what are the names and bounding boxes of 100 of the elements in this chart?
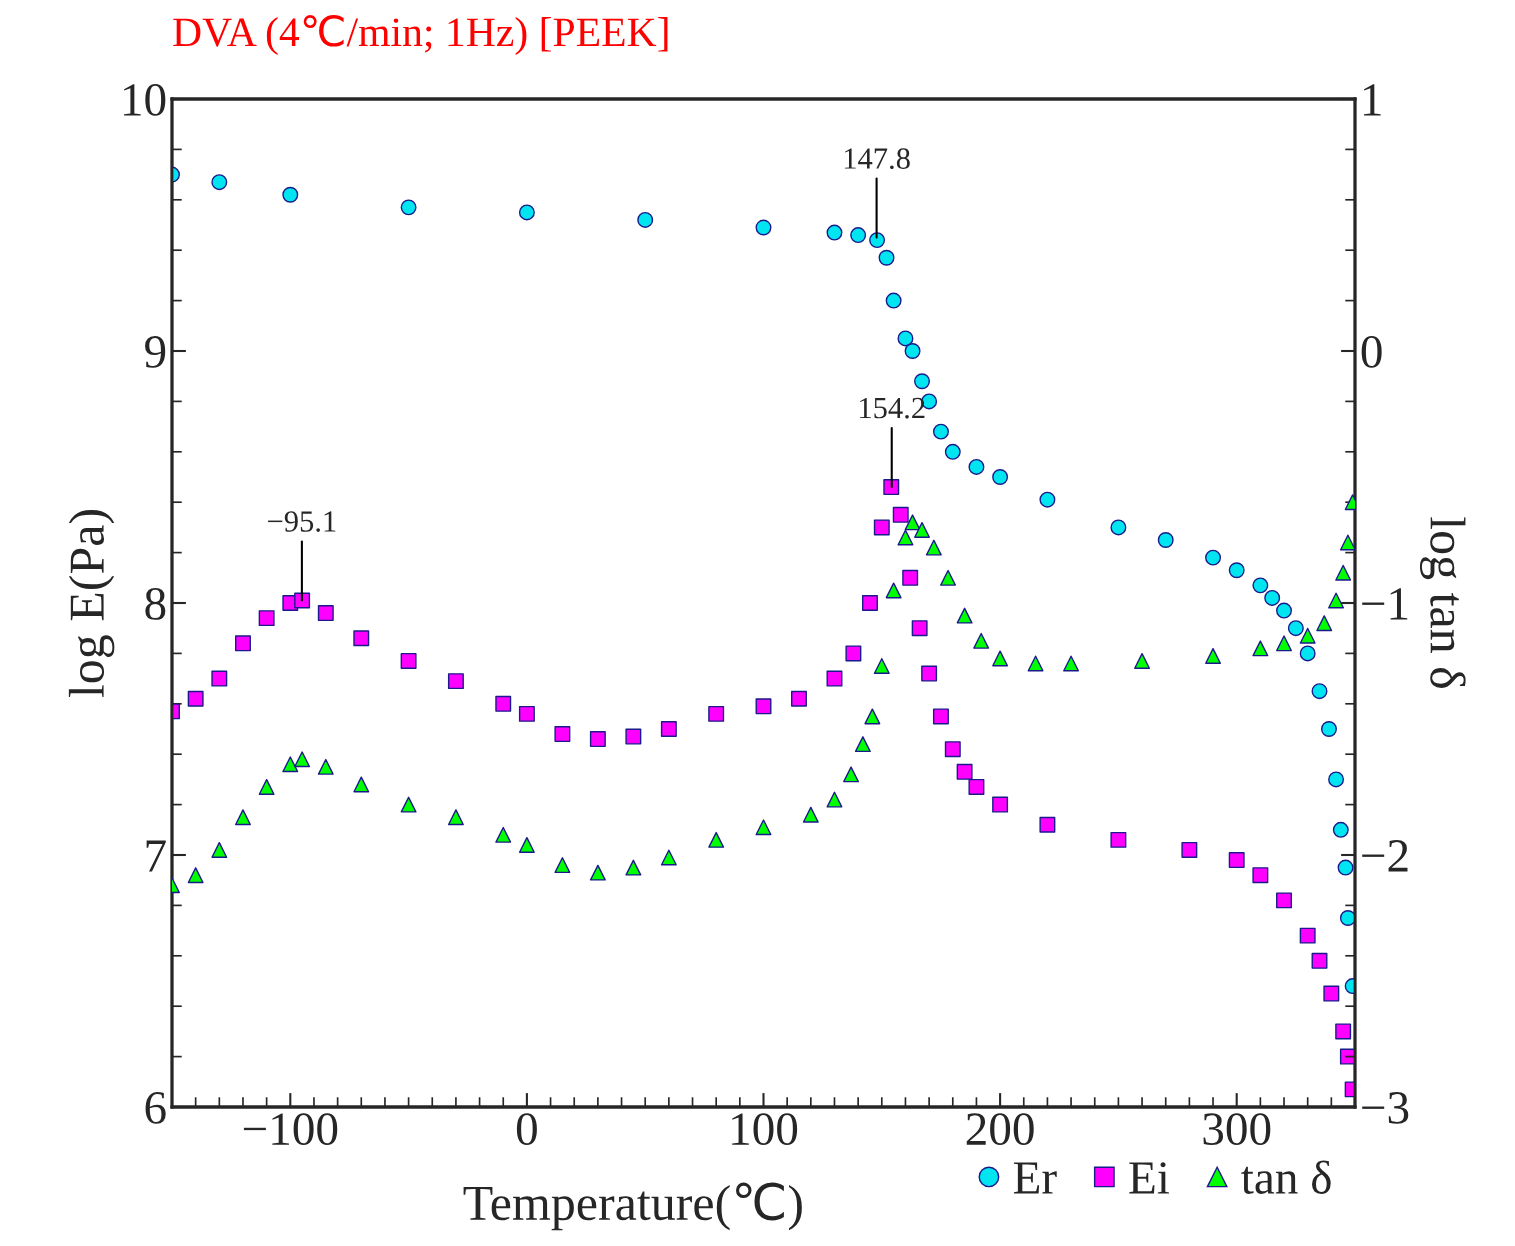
- x-axis-title: Temperature(℃): [463, 1182, 802, 1231]
- point: [925, 539, 942, 556]
- point: [708, 705, 725, 722]
- point: [1110, 831, 1127, 848]
- point: [992, 650, 1009, 667]
- point: [1320, 721, 1337, 737]
- point: [892, 506, 909, 523]
- point: [353, 776, 370, 793]
- point: [1134, 652, 1151, 669]
- point: [495, 695, 512, 712]
- point: [1264, 589, 1281, 606]
- point: [1287, 620, 1304, 637]
- point: [211, 841, 228, 858]
- point: [869, 232, 886, 249]
- point: [944, 741, 961, 758]
- y2-tick-label: −2: [1362, 840, 1408, 872]
- point: [708, 831, 725, 848]
- point: [447, 809, 464, 826]
- point: [1063, 655, 1080, 672]
- x-tick-label: 200: [966, 1113, 1034, 1146]
- point: [944, 443, 961, 460]
- point: [755, 819, 772, 836]
- point: [1157, 532, 1174, 548]
- point: [660, 721, 677, 737]
- point: [1335, 564, 1352, 581]
- point: [1276, 602, 1292, 619]
- x-tick-label: 300: [1203, 1113, 1271, 1146]
- point: [1339, 910, 1355, 926]
- point: [554, 857, 571, 874]
- point: [353, 630, 370, 647]
- point: [1332, 821, 1349, 838]
- point: [826, 670, 843, 687]
- y-tick-label: 9: [145, 336, 166, 368]
- x-tick-label: −100: [243, 1113, 338, 1146]
- point: [1252, 867, 1269, 884]
- point: [845, 645, 862, 662]
- point: [914, 373, 931, 390]
- point: [235, 635, 251, 652]
- point: [861, 595, 878, 611]
- point: [187, 867, 204, 884]
- point: [317, 758, 334, 775]
- point: [1339, 1048, 1355, 1065]
- point: [873, 519, 890, 536]
- point: [1299, 645, 1316, 662]
- point: [447, 673, 464, 690]
- point: [878, 249, 895, 266]
- point: [495, 826, 512, 843]
- point: [518, 836, 535, 853]
- point: [968, 458, 985, 475]
- point: [904, 343, 921, 359]
- point: [660, 849, 677, 866]
- point: [258, 610, 275, 627]
- point: [1252, 577, 1269, 594]
- point: [235, 809, 251, 826]
- point: [897, 330, 914, 347]
- point: [1228, 562, 1245, 579]
- point: [826, 791, 843, 808]
- point: [1337, 859, 1354, 876]
- point: [992, 469, 1009, 485]
- point: [1181, 841, 1198, 858]
- point: [904, 514, 921, 531]
- point: [956, 763, 973, 780]
- point: [932, 708, 949, 725]
- point: [968, 778, 985, 795]
- point: [1335, 1023, 1352, 1040]
- point: [850, 227, 867, 244]
- point: [864, 708, 881, 725]
- point: [1228, 852, 1245, 869]
- point: [973, 632, 990, 649]
- point: [1110, 519, 1127, 536]
- point: [883, 479, 900, 496]
- point: [1299, 927, 1316, 944]
- point: [854, 736, 871, 753]
- y2-tick-label: 0: [1361, 335, 1382, 368]
- point: [211, 670, 228, 687]
- point: [1027, 655, 1044, 672]
- point: [911, 620, 928, 637]
- y2-tick-label: −3: [1362, 1092, 1409, 1124]
- point: [755, 219, 772, 236]
- y2-axis-title: log tan δ: [1419, 517, 1466, 688]
- point: [258, 778, 275, 795]
- point: [932, 423, 949, 440]
- point: [1339, 534, 1355, 551]
- annotation: 154.2: [860, 397, 925, 419]
- point: [1311, 952, 1328, 969]
- point: [921, 665, 938, 682]
- y2-tick-label: −1: [1362, 588, 1408, 620]
- annotation: −95.1: [268, 511, 336, 532]
- x-tick-label: 0: [516, 1113, 537, 1146]
- point: [791, 690, 807, 707]
- point: [826, 224, 843, 241]
- y-tick-label: 8: [145, 587, 166, 620]
- point: [400, 796, 417, 813]
- point: [1252, 640, 1269, 657]
- point: [1311, 683, 1328, 700]
- point: [802, 806, 819, 823]
- annotation: 147.8: [844, 148, 910, 170]
- y-tick-label: 10: [124, 83, 166, 116]
- point: [992, 796, 1009, 813]
- point: [843, 766, 860, 783]
